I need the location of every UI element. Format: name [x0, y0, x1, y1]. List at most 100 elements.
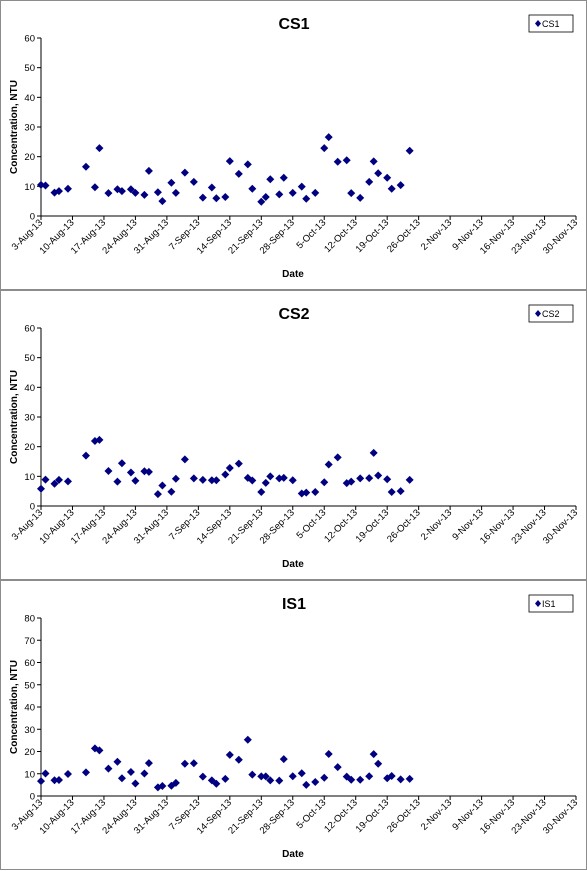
y-axis-label: Concentration, NTU — [9, 80, 20, 174]
data-point-cs1 — [153, 188, 162, 197]
chart-cs2: CS201020304050603-Aug-1310-Aug-1317-Aug-… — [9, 304, 580, 570]
data-point-is1 — [104, 764, 113, 773]
data-point-is1 — [279, 755, 288, 764]
data-point-cs1 — [257, 197, 266, 206]
chart-title: IS1 — [282, 596, 306, 613]
data-point-cs2 — [383, 475, 392, 484]
data-point-is1 — [405, 774, 414, 783]
data-point-cs1 — [158, 197, 167, 206]
data-point-cs2 — [167, 487, 176, 496]
data-point-cs2 — [212, 476, 221, 485]
data-point-cs1 — [90, 183, 99, 192]
x-axis-label: Date — [282, 849, 304, 860]
data-point-cs1 — [131, 188, 140, 197]
data-point-is1 — [275, 776, 284, 785]
y-tick-label: 40 — [24, 93, 35, 104]
data-point-cs1 — [63, 184, 72, 193]
data-point-cs2 — [113, 477, 122, 486]
y-tick-label: 60 — [24, 324, 35, 335]
data-point-cs2 — [324, 460, 333, 469]
data-point-cs2 — [158, 481, 167, 490]
data-point-cs1 — [54, 187, 63, 196]
data-point-cs1 — [342, 156, 351, 165]
data-point-is1 — [63, 769, 72, 778]
data-point-is1 — [369, 750, 378, 759]
y-axis-label: Concentration, NTU — [9, 660, 20, 754]
data-point-is1 — [221, 774, 230, 783]
data-point-cs1 — [279, 173, 288, 182]
data-point-is1 — [198, 772, 207, 781]
x-tick-label: 30-Nov-13 — [541, 797, 580, 836]
data-point-cs2 — [297, 489, 306, 498]
data-point-is1 — [342, 772, 351, 781]
x-tick-label: 12-Oct-13 — [322, 797, 360, 835]
data-point-cs1 — [41, 181, 50, 190]
y-tick-label: 30 — [24, 413, 35, 424]
data-point-cs1 — [207, 183, 216, 192]
x-tick-label: 31-Aug-13 — [132, 217, 171, 256]
data-point-is1 — [113, 757, 122, 766]
data-point-cs2 — [144, 467, 153, 476]
data-point-is1 — [171, 778, 180, 787]
y-tick-label: 30 — [24, 123, 35, 134]
y-tick-label: 40 — [24, 383, 35, 394]
y-tick-label: 0 — [30, 502, 35, 513]
data-point-is1 — [396, 775, 405, 784]
data-point-is1 — [81, 768, 90, 777]
x-tick-label: 26-Oct-13 — [385, 507, 423, 545]
y-tick-label: 50 — [24, 680, 35, 691]
data-point-cs1 — [167, 178, 176, 187]
data-point-cs1 — [297, 182, 306, 191]
y-tick-label: 50 — [24, 353, 35, 364]
x-tick-label: 2-Nov-13 — [419, 797, 454, 832]
x-tick-label: 19-Oct-13 — [354, 797, 392, 835]
data-point-is1 — [356, 775, 365, 784]
y-axis-label: Concentration, NTU — [9, 370, 20, 464]
data-point-is1 — [41, 769, 50, 778]
data-point-cs1 — [356, 193, 365, 202]
data-point-cs1 — [347, 189, 356, 198]
data-point-cs2 — [126, 468, 135, 477]
legend-box — [528, 594, 574, 613]
data-point-cs2 — [266, 472, 275, 481]
y-tick-label: 80 — [24, 614, 35, 625]
y-tick-label: 50 — [24, 63, 35, 74]
legend-marker-icon — [535, 20, 541, 27]
data-point-cs2 — [63, 477, 72, 486]
chart-panel-2: CS2 0 10 20 30 40 50 60 3-Aug-13 10-Aug-13 17-Aug-… — [0, 290, 587, 580]
data-point-is1 — [365, 772, 374, 781]
data-point-cs2 — [257, 488, 266, 497]
data-point-is1 — [320, 773, 329, 782]
y-tick-label: 20 — [24, 442, 35, 453]
data-point-is1 — [50, 776, 59, 785]
x-tick-label: 12-Oct-13 — [322, 217, 360, 255]
y-tick-label: 60 — [24, 658, 35, 669]
x-tick-label: 26-Oct-13 — [385, 797, 423, 835]
x-tick-label: 26-Oct-13 — [385, 217, 423, 255]
data-point-cs1 — [171, 188, 180, 197]
data-point-cs2 — [320, 478, 329, 487]
data-point-cs1 — [374, 169, 383, 178]
data-point-is1 — [311, 777, 320, 786]
chart-panel-3: IS1 0 10 20 30 40 50 60 70 80 3-Aug-13 10-Aug-13 17-… — [0, 580, 587, 870]
x-tick-label: 28-Sep-13 — [258, 507, 297, 546]
data-point-cs2 — [365, 474, 374, 483]
data-point-cs2 — [41, 475, 50, 484]
data-point-cs2 — [387, 488, 396, 497]
data-point-cs2 — [54, 475, 63, 484]
data-point-cs2 — [302, 488, 311, 497]
legend-marker-icon — [535, 310, 541, 317]
data-point-cs1 — [126, 185, 135, 194]
data-point-cs2 — [95, 435, 104, 444]
y-tick-label: 10 — [24, 769, 35, 780]
data-point-cs2 — [171, 474, 180, 483]
data-point-cs2 — [369, 448, 378, 457]
data-point-cs1 — [212, 194, 221, 203]
chart-title: CS1 — [278, 16, 309, 33]
data-point-is1 — [302, 780, 311, 789]
data-point-cs2 — [234, 459, 243, 468]
chart-title: CS2 — [278, 306, 309, 323]
data-point-cs2 — [311, 488, 320, 497]
data-point-is1 — [297, 769, 306, 778]
data-point-cs1 — [180, 168, 189, 177]
